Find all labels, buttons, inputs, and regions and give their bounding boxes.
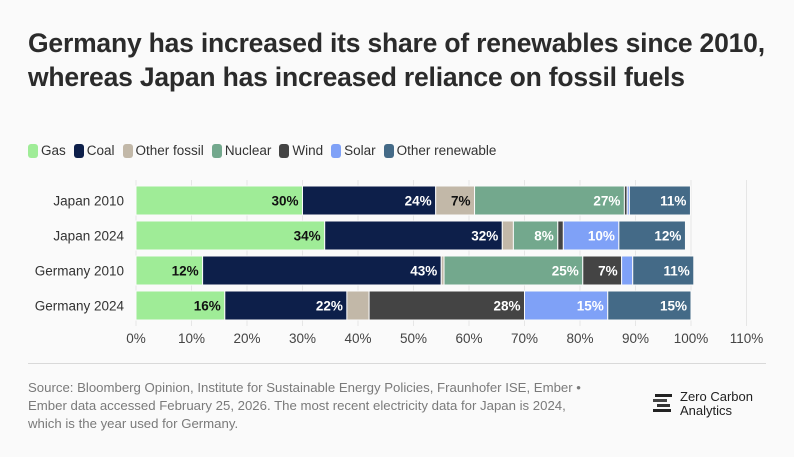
data-label: 25% — [552, 264, 579, 279]
chart: 0% 10% 20% 30% 40% 50% 60% 70% 80% 90% 100% 110% Jap… — [35, 180, 764, 346]
legend-item: Nuclear — [211, 143, 272, 158]
data-label: 11% — [663, 264, 689, 279]
data-label: 30% — [271, 194, 298, 209]
data-label: 11% — [660, 194, 686, 209]
category-label: Germany 2024 — [35, 299, 125, 314]
bar-segment — [582, 255, 623, 286]
bar-segment — [524, 290, 609, 321]
x-tick-label: 100% — [674, 331, 709, 346]
x-tick-label: 50% — [400, 331, 427, 346]
data-label: 7% — [451, 194, 471, 209]
zero-carbon-analytics-logo: Zero Carbon Analytics — [652, 390, 753, 418]
legend-swatch — [73, 143, 84, 158]
data-label: 27% — [593, 194, 620, 209]
chart-title: Germany has increased its share of renew… — [28, 28, 765, 92]
legend: Gas Coal Other fossil Nuclear Wind Solar Other… — [28, 143, 496, 158]
legend-label: Other renewable — [396, 143, 497, 158]
legend-item: Wind — [279, 143, 323, 158]
x-tick-label: 40% — [344, 331, 371, 346]
legend-swatch — [383, 143, 394, 158]
x-tick-label: 20% — [233, 331, 260, 346]
x-tick-label: 70% — [511, 331, 538, 346]
legend-item: Other renewable — [383, 143, 497, 158]
legend-item: Solar — [331, 143, 376, 158]
legend-swatch — [28, 143, 38, 158]
legend-swatch — [331, 143, 342, 158]
data-label: 43% — [410, 264, 437, 279]
legend-swatch — [122, 143, 133, 158]
legend-swatch — [211, 143, 222, 158]
bar-segment — [346, 290, 370, 321]
bar-segment — [562, 220, 620, 251]
x-tick-label: 0% — [126, 331, 146, 346]
bar-segment — [618, 220, 686, 251]
bar-segment — [135, 220, 326, 251]
data-label: 34% — [294, 229, 321, 244]
bar-segment — [368, 290, 525, 321]
bar-segment — [632, 255, 695, 286]
category-label: Japan 2010 — [53, 194, 124, 209]
divider — [28, 363, 766, 364]
bar-segment — [512, 220, 559, 251]
bar-segment — [135, 185, 303, 216]
bar-segment — [302, 185, 437, 216]
legend-label: Wind — [292, 143, 324, 158]
category-label: Germany 2010 — [35, 264, 124, 279]
legend-label: Coal — [86, 143, 115, 158]
bar-segment — [501, 220, 514, 251]
bar-segment — [607, 290, 692, 321]
legend-item: Coal — [73, 143, 115, 158]
legend-item: Gas — [28, 143, 66, 158]
data-label: 7% — [598, 264, 618, 279]
legend-item: Other fossil — [122, 143, 204, 158]
bar-segment — [628, 185, 691, 216]
x-tick-label: 80% — [566, 331, 593, 346]
data-label: 22% — [316, 299, 343, 314]
data-label: 15% — [660, 299, 687, 314]
legend-label: Nuclear — [224, 143, 272, 158]
logo-icon — [653, 394, 672, 412]
bar-segment — [202, 255, 442, 286]
x-tick-label: 10% — [178, 331, 205, 346]
x-tick-label: 110% — [730, 331, 764, 346]
legend-label: Gas — [41, 143, 66, 158]
bar-segment — [443, 255, 584, 286]
x-tick-label: 30% — [289, 331, 316, 346]
bar-segment — [224, 290, 348, 321]
data-label: 12% — [654, 229, 681, 244]
bar-segment — [474, 185, 625, 216]
legend-label: Other fossil — [135, 143, 204, 158]
bar-segment — [621, 255, 634, 286]
bar-segment — [135, 255, 204, 286]
data-label: 15% — [577, 299, 604, 314]
x-tick-label: 60% — [455, 331, 482, 346]
data-label: 12% — [172, 264, 199, 279]
legend-label: Solar — [344, 143, 376, 158]
data-label: 8% — [534, 229, 554, 244]
bar-segment — [435, 185, 476, 216]
data-label: 24% — [405, 194, 432, 209]
bar-segment — [135, 290, 226, 321]
data-label: 32% — [471, 229, 498, 244]
logo-line1: Zero Carbon — [680, 389, 753, 404]
data-label: 10% — [588, 229, 615, 244]
category-label: Japan 2024 — [53, 229, 124, 244]
data-label: 28% — [493, 299, 520, 314]
source-note: Source: Bloomberg Opinion, Institute for… — [28, 380, 581, 431]
logo-line2: Analytics — [680, 403, 733, 418]
bar-segment — [557, 220, 564, 251]
data-label: 16% — [194, 299, 221, 314]
x-tick-label: 90% — [622, 331, 649, 346]
legend-swatch — [279, 143, 290, 158]
